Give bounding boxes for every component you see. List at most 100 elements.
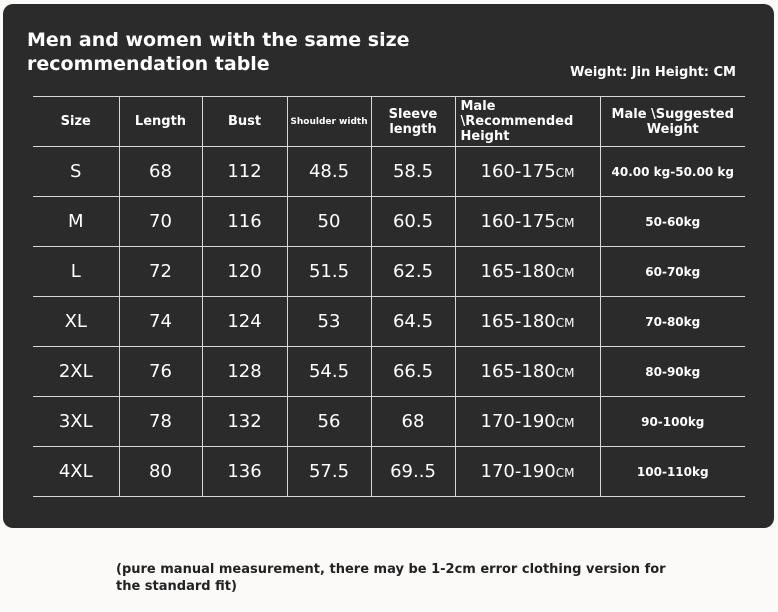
length-value: 74 (149, 311, 172, 332)
header-size: Size (33, 97, 119, 147)
table-row: 3XL 78 132 56 68 170-190CM 90-100kg (33, 397, 745, 447)
bust-value: 112 (227, 161, 261, 182)
shoulder-value: 48.5 (309, 161, 349, 182)
table-row: L 72 120 51.5 62.5 165-180CM 60-70kg (33, 247, 745, 297)
size-table: Size Length Bust Shoulder width Sleeve l… (33, 96, 745, 497)
shoulder-value: 50 (318, 211, 341, 232)
table-row: XL 74 124 53 64.5 165-180CM 70-80kg (33, 297, 745, 347)
cell-bust: 116 (202, 197, 287, 247)
size-value: L (71, 261, 81, 282)
cell-weight: 70-80kg (600, 297, 745, 347)
cell-sleeve: 62.5 (371, 247, 455, 297)
units-note: Weight: Jin Height: CM (570, 65, 736, 80)
size-value: S (70, 161, 81, 182)
cell-sleeve: 64.5 (371, 297, 455, 347)
header-row: Size Length Bust Shoulder width Sleeve l… (33, 97, 745, 147)
cell-sleeve: 66.5 (371, 347, 455, 397)
cell-sleeve: 68 (371, 397, 455, 447)
weight-value: 60-70kg (645, 265, 700, 279)
cell-size: 4XL (33, 447, 119, 497)
sleeve-value: 66.5 (393, 361, 433, 382)
header-sleeve-length: Sleeve length (371, 97, 455, 147)
length-value: 72 (149, 261, 172, 282)
weight-value: 80-90kg (645, 365, 700, 379)
cell-shoulder: 54.5 (287, 347, 371, 397)
height-unit: CM (556, 316, 575, 330)
sleeve-value: 68 (402, 411, 425, 432)
cell-weight: 50-60kg (600, 197, 745, 247)
table-row: M 70 116 50 60.5 160-175CM 50-60kg (33, 197, 745, 247)
height-unit: CM (556, 366, 575, 380)
header-recommended-height: Male \Recommended Height (455, 97, 600, 147)
chart-title: Men and women with the same size recomme… (27, 28, 447, 76)
cell-size: S (33, 147, 119, 197)
weight-value: 90-100kg (641, 415, 704, 429)
height-value: 170-190 (481, 461, 556, 482)
height-value: 170-190 (481, 411, 556, 432)
header-shoulder-width: Shoulder width (287, 97, 371, 147)
size-value: 4XL (59, 461, 93, 482)
height-unit: CM (556, 166, 575, 180)
height-unit: CM (556, 466, 575, 480)
cell-length: 80 (119, 447, 202, 497)
cell-weight: 40.00 kg-50.00 kg (600, 147, 745, 197)
bust-value: 132 (227, 411, 261, 432)
footnote: (pure manual measurement, there may be 1… (116, 561, 676, 595)
cell-height: 165-180CM (455, 347, 600, 397)
sleeve-value: 60.5 (393, 211, 433, 232)
weight-value: 50-60kg (645, 215, 700, 229)
cell-shoulder: 56 (287, 397, 371, 447)
length-value: 68 (149, 161, 172, 182)
shoulder-value: 56 (318, 411, 341, 432)
cell-shoulder: 53 (287, 297, 371, 347)
cell-bust: 136 (202, 447, 287, 497)
size-value: 3XL (59, 411, 93, 432)
cell-weight: 90-100kg (600, 397, 745, 447)
cell-shoulder: 50 (287, 197, 371, 247)
cell-bust: 132 (202, 397, 287, 447)
cell-size: M (33, 197, 119, 247)
height-value: 165-180 (481, 361, 556, 382)
header-length: Length (119, 97, 202, 147)
cell-size: XL (33, 297, 119, 347)
table-row: 4XL 80 136 57.5 69..5 170-190CM 100-110kg (33, 447, 745, 497)
height-unit: CM (556, 266, 575, 280)
cell-size: 2XL (33, 347, 119, 397)
sleeve-value: 62.5 (393, 261, 433, 282)
cell-sleeve: 60.5 (371, 197, 455, 247)
cell-weight: 60-70kg (600, 247, 745, 297)
bust-value: 120 (227, 261, 261, 282)
sleeve-value: 58.5 (393, 161, 433, 182)
cell-shoulder: 48.5 (287, 147, 371, 197)
cell-height: 165-180CM (455, 297, 600, 347)
table-row: S 68 112 48.5 58.5 160-175CM 40.00 kg-50.00 kg (33, 147, 745, 197)
size-value: 2XL (59, 361, 93, 382)
cell-bust: 128 (202, 347, 287, 397)
weight-value: 40.00 kg-50.00 kg (612, 165, 734, 179)
height-value: 160-175 (481, 211, 556, 232)
bust-value: 116 (227, 211, 261, 232)
cell-sleeve: 69..5 (371, 447, 455, 497)
cell-size: 3XL (33, 397, 119, 447)
height-unit: CM (556, 216, 575, 230)
cell-shoulder: 51.5 (287, 247, 371, 297)
length-value: 70 (149, 211, 172, 232)
cell-length: 76 (119, 347, 202, 397)
weight-value: 100-110kg (637, 465, 709, 479)
cell-sleeve: 58.5 (371, 147, 455, 197)
cell-height: 170-190CM (455, 447, 600, 497)
length-value: 80 (149, 461, 172, 482)
shoulder-value: 51.5 (309, 261, 349, 282)
cell-shoulder: 57.5 (287, 447, 371, 497)
table-body: S 68 112 48.5 58.5 160-175CM 40.00 kg-50.00 kg… (33, 147, 745, 497)
size-chart-panel: Men and women with the same size recomme… (3, 4, 774, 528)
cell-height: 165-180CM (455, 247, 600, 297)
cell-size: L (33, 247, 119, 297)
cell-length: 78 (119, 397, 202, 447)
sleeve-value: 69..5 (390, 461, 436, 482)
cell-length: 74 (119, 297, 202, 347)
length-value: 76 (149, 361, 172, 382)
height-unit: CM (556, 416, 575, 430)
length-value: 78 (149, 411, 172, 432)
height-value: 165-180 (481, 311, 556, 332)
